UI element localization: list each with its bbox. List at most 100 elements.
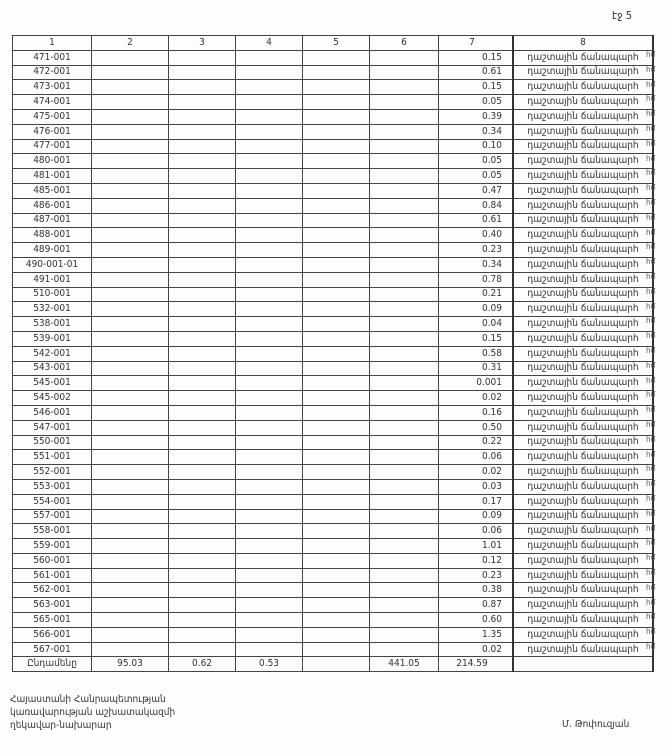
side-label: հմ (646, 420, 656, 429)
cell-c7: 0.60 (438, 612, 514, 628)
cell-c1: 562-001 (12, 582, 92, 599)
cell-c1: 543-001 (12, 360, 92, 377)
col-header: 3 (168, 35, 236, 51)
cell-c2 (91, 49, 169, 66)
cell-c4 (235, 567, 303, 584)
cell-c6 (369, 612, 439, 628)
cell-c2 (91, 508, 169, 525)
cell-c3 (168, 523, 236, 540)
cell-c1: 485-001 (12, 182, 92, 199)
cell-c7: 0.34 (438, 123, 514, 140)
cell-c8: դաշտային ճանապարհ (512, 360, 654, 377)
cell-c3 (168, 212, 236, 229)
cell-c8: դաշտային ճանապարհ (512, 552, 654, 569)
table-row: 490-001-01 0.34 դաշտային ճանապարհ (12, 256, 654, 273)
cell-c2 (91, 360, 169, 377)
cell-c6 (369, 419, 439, 436)
cell-c2 (91, 153, 169, 170)
side-label: հմ (646, 494, 656, 503)
cell-c8: դաշտային ճանապարհ (512, 153, 654, 170)
cell-c6 (369, 538, 439, 554)
page-number: էջ 5 (612, 9, 633, 22)
cell-c7: 0.34 (438, 256, 514, 273)
cell-c2 (91, 108, 169, 125)
cell-c6 (369, 316, 439, 332)
cell-c2 (91, 138, 169, 155)
cell-c2 (91, 612, 169, 628)
cell-c5 (302, 153, 370, 170)
cell-c5 (302, 108, 370, 125)
cell-c7: 0.21 (438, 286, 514, 303)
table-row: 488-001 0.40 դաշտային ճանապարհ (12, 227, 654, 244)
table-row: 487-001 0.61 դաշտային ճանապարհ (12, 212, 654, 229)
table-row: 481-001 0.05 դաշտային ճանապարհ (12, 168, 654, 184)
cell-c5 (302, 582, 370, 599)
cell-c5 (302, 597, 370, 614)
cell-c6 (369, 464, 439, 480)
table-row: 559-001 1.01 դաշտային ճանապարհ (12, 538, 654, 554)
cell-c2 (91, 301, 169, 318)
cell-c7: 0.001 (438, 375, 514, 392)
cell-c4 (235, 523, 303, 540)
cell-c5 (302, 375, 370, 392)
cell-c3 (168, 538, 236, 554)
cell-c8: դաշտային ճանապարհ (512, 49, 654, 66)
side-label: հմ (646, 286, 656, 296)
cell-c6 (369, 360, 439, 377)
cell-c5 (302, 538, 370, 554)
cell-c3 (168, 64, 236, 81)
side-label: հմ (646, 316, 656, 326)
cell-c6 (369, 212, 439, 229)
cell-c8: դաշտային ճանապարհ (512, 478, 654, 495)
cell-c3 (168, 360, 236, 377)
cell-c8: դաշտային ճանապարհ (512, 138, 654, 155)
cell-c7: 0.02 (438, 641, 514, 658)
cell-c5 (302, 552, 370, 569)
side-label: հմ (646, 642, 656, 651)
cell-c4 (235, 227, 303, 244)
cell-c1: 563-001 (12, 597, 92, 614)
total-c1: Ընդամենը (12, 656, 92, 673)
side-label: հմ (646, 508, 656, 518)
side-label: հմ (646, 109, 656, 119)
table-row: 480-001 0.05 դաշտային ճանապարհ (12, 153, 654, 170)
cell-c6 (369, 123, 439, 140)
cell-c1: 474-001 (12, 94, 92, 110)
cell-c7: 0.05 (438, 94, 514, 110)
cell-c4 (235, 197, 303, 214)
side-label: հմ (646, 94, 656, 104)
land-table: 1 2 3 4 5 6 7 8 471-001 0.15 դաշտային ճանա… (12, 35, 654, 673)
cell-c1: 532-001 (12, 301, 92, 318)
cell-c3 (168, 434, 236, 451)
cell-c4 (235, 153, 303, 170)
cell-c7: 0.09 (438, 508, 514, 525)
cell-c8: դաշտային ճանապարհ (512, 256, 654, 273)
cell-c2 (91, 449, 169, 466)
cell-c6 (369, 153, 439, 170)
cell-c6 (369, 390, 439, 406)
cell-c7: 0.05 (438, 153, 514, 170)
side-label: հմ (646, 627, 656, 637)
side-label: հմ (646, 582, 656, 592)
cell-c2 (91, 419, 169, 436)
cell-c3 (168, 597, 236, 614)
cell-c2 (91, 227, 169, 244)
side-label: հմ (646, 597, 656, 607)
footer-line: Հայաստանի Հանրապետության (10, 694, 166, 705)
cell-c3 (168, 79, 236, 96)
table-row: 538-001 0.04 դաշտային ճանապարհ (12, 316, 654, 332)
side-label: հմ (646, 183, 656, 193)
cell-c6 (369, 567, 439, 584)
cell-c1: 471-001 (12, 49, 92, 66)
cell-c4 (235, 108, 303, 125)
cell-c4 (235, 138, 303, 155)
side-label: հմ (646, 568, 656, 577)
col-header: 5 (302, 35, 370, 51)
total-c8 (512, 656, 654, 673)
table-row: 473-001 0.15 դաշտային ճանապարհ (12, 79, 654, 96)
cell-c3 (168, 404, 236, 421)
cell-c5 (302, 449, 370, 466)
cell-c1: 558-001 (12, 523, 92, 540)
cell-c5 (302, 212, 370, 229)
cell-c2 (91, 582, 169, 599)
